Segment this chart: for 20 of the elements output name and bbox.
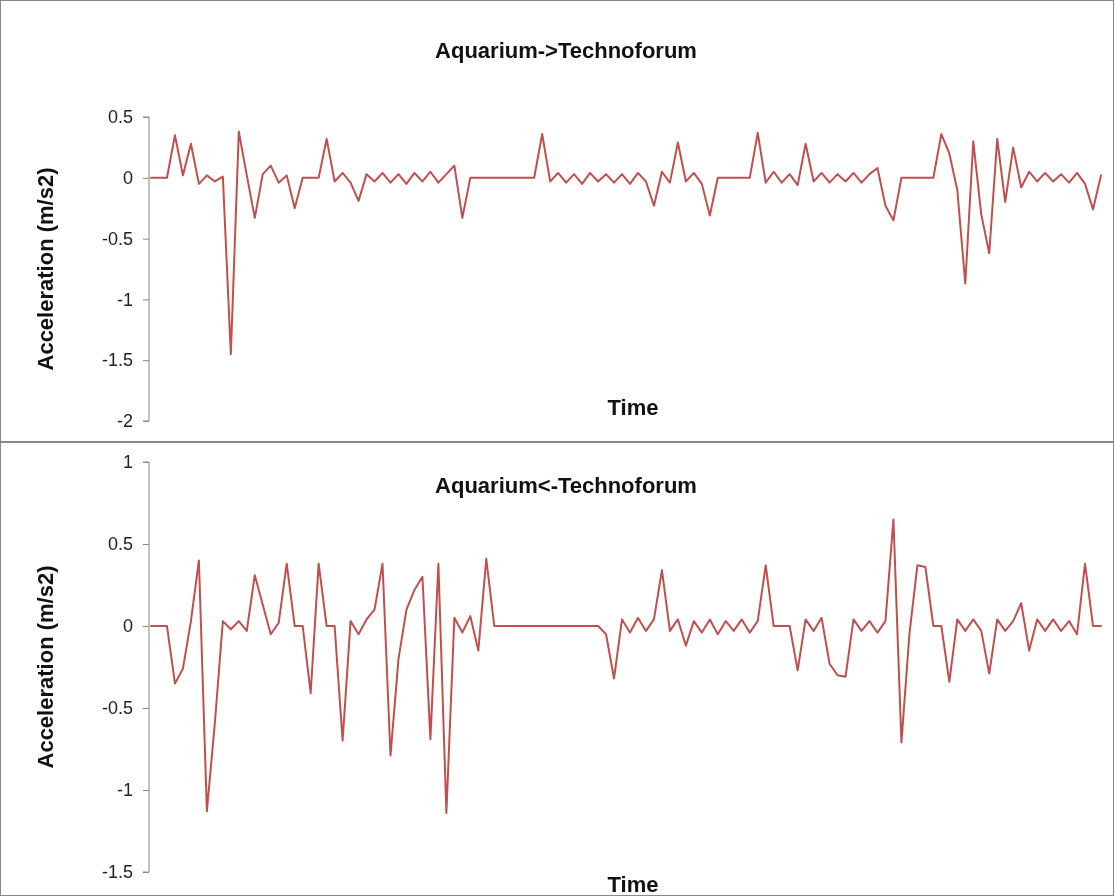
y-tick-label: -1 [116, 289, 133, 310]
y-tick-label: -0.5 [101, 228, 133, 249]
x-axis-title: Time [607, 872, 659, 896]
y-tick-label: 0.5 [107, 534, 133, 555]
x-axis-title: Time [607, 395, 659, 420]
y-tick-label: 0 [122, 168, 133, 189]
y-tick-label: -1.5 [101, 862, 133, 883]
y-tick-label: -1.5 [101, 350, 133, 371]
y-axis-title: Acceleration (m/s2) [33, 167, 58, 371]
y-tick-label: 0.5 [107, 107, 133, 128]
line-series [150, 518, 1102, 814]
y-tick-label: -1 [116, 780, 133, 801]
y-tick-label: 0 [122, 616, 133, 637]
y-tick-label: 1 [122, 452, 133, 473]
line-series [150, 130, 1102, 356]
text: Aquarium<-Technoforum [435, 473, 697, 498]
y-tick-label: -0.5 [101, 698, 133, 719]
chart-title: Aquarium->Technoforum [435, 38, 697, 63]
y-axis-title: Acceleration (m/s2) [33, 565, 58, 769]
y-tick-label: -2 [116, 411, 133, 432]
